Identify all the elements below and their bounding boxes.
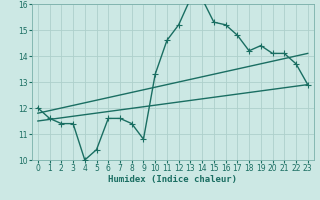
- X-axis label: Humidex (Indice chaleur): Humidex (Indice chaleur): [108, 175, 237, 184]
